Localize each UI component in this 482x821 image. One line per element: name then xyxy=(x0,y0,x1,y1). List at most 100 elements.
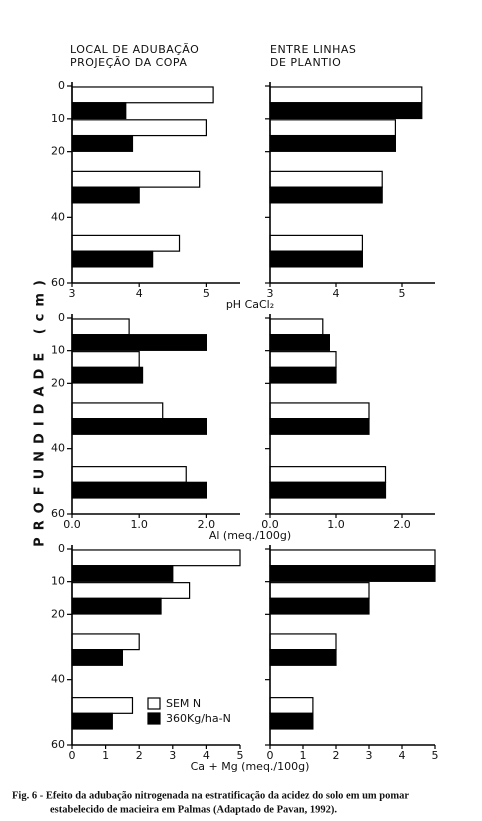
bar xyxy=(71,466,187,483)
x-tick-label: 4 xyxy=(333,287,340,300)
x-axis-label: Al (meq./100g) xyxy=(209,529,291,542)
y-axis-label: PROFUNDIDADE (cm) xyxy=(33,273,48,547)
bar xyxy=(71,170,201,188)
bar xyxy=(269,119,397,137)
x-tick-label: 5 xyxy=(432,749,439,762)
y-tick-label: 20 xyxy=(51,145,65,158)
bar xyxy=(269,334,331,351)
bar xyxy=(71,597,162,615)
x-tick-label: 5 xyxy=(237,749,244,762)
bar xyxy=(71,318,130,336)
x-tick-label: 2.0 xyxy=(198,518,216,531)
x-tick-label: 0 xyxy=(267,749,274,762)
bar xyxy=(269,402,370,420)
bar xyxy=(269,250,364,268)
y-tick-label: 20 xyxy=(51,376,65,389)
bar xyxy=(71,119,207,137)
x-tick-label: 2 xyxy=(136,749,143,762)
legend-label: SEM N xyxy=(166,697,201,710)
bar xyxy=(269,633,337,651)
y-tick-label: 20 xyxy=(51,607,65,620)
x-tick-label: 0.0 xyxy=(63,518,81,531)
y-tick-label: 10 xyxy=(51,344,65,357)
bar xyxy=(71,186,140,204)
bar xyxy=(269,86,423,104)
column-title: PROJEÇÃO DA COPA xyxy=(70,56,187,69)
column-title: LOCAL DE ADUBAÇÃO xyxy=(70,43,199,56)
bar xyxy=(71,234,181,252)
bar xyxy=(269,318,324,336)
bar xyxy=(269,234,364,252)
x-tick-label: 5 xyxy=(203,287,210,300)
x-tick-label: 4 xyxy=(399,749,406,762)
bar xyxy=(71,366,144,384)
y-tick-label: 40 xyxy=(51,442,65,455)
bar xyxy=(71,481,207,499)
bar xyxy=(71,549,241,567)
bar xyxy=(269,549,436,567)
column-title: DE PLANTIO xyxy=(270,56,341,69)
bar xyxy=(269,418,370,435)
x-tick-label: 2.0 xyxy=(393,518,411,531)
x-tick-label: 3 xyxy=(69,287,76,300)
bar xyxy=(269,649,337,666)
bar xyxy=(71,102,127,120)
x-tick-label: 0 xyxy=(69,749,76,762)
bar xyxy=(71,418,207,435)
x-axis-label: pH CaCl₂ xyxy=(226,298,274,311)
bar xyxy=(269,366,337,384)
bar xyxy=(269,582,370,599)
bar xyxy=(71,334,207,351)
x-tick-label: 4 xyxy=(203,749,210,762)
x-axis-label: Ca + Mg (meq./100g) xyxy=(191,760,310,773)
bar xyxy=(269,597,370,615)
x-tick-label: 1 xyxy=(102,749,109,762)
x-tick-label: 3 xyxy=(267,287,274,300)
legend-swatch xyxy=(147,712,161,725)
y-tick-label: 60 xyxy=(51,276,65,289)
y-tick-label: 0 xyxy=(58,311,65,324)
bar xyxy=(269,186,383,204)
bar xyxy=(71,351,140,368)
bar xyxy=(269,170,383,188)
bar xyxy=(71,582,191,599)
bar xyxy=(269,481,387,499)
bar xyxy=(71,402,164,420)
legend-swatch xyxy=(147,697,161,710)
bar xyxy=(71,697,134,714)
bar xyxy=(71,250,154,268)
y-tick-label: 0 xyxy=(58,542,65,555)
x-tick-label: 3 xyxy=(169,749,176,762)
y-tick-label: 10 xyxy=(51,575,65,588)
x-tick-label: 4 xyxy=(136,287,143,300)
bar xyxy=(71,633,140,651)
bar xyxy=(269,565,436,582)
bar xyxy=(269,102,423,120)
x-tick-label: 2 xyxy=(333,749,340,762)
x-tick-label: 5 xyxy=(399,287,406,300)
x-tick-label: 0.0 xyxy=(261,518,279,531)
bar xyxy=(269,697,314,714)
x-tick-label: 1 xyxy=(300,749,307,762)
y-tick-label: 0 xyxy=(58,79,65,92)
bar xyxy=(71,712,113,730)
bar xyxy=(71,649,124,666)
bar xyxy=(71,86,214,104)
caption: Fig. 6 - Efeito da adubação nitrogenada … xyxy=(12,790,409,801)
x-tick-label: 3 xyxy=(366,749,373,762)
bar xyxy=(269,466,387,483)
y-tick-label: 60 xyxy=(51,507,65,520)
bar xyxy=(71,134,134,152)
bar xyxy=(269,134,397,152)
column-title: ENTRE LINHAS xyxy=(270,43,356,56)
y-tick-label: 40 xyxy=(51,210,65,223)
legend-label: 360Kg/ha-N xyxy=(166,712,231,725)
y-tick-label: 10 xyxy=(51,112,65,125)
y-tick-label: 60 xyxy=(51,738,65,751)
x-tick-label: 1.0 xyxy=(327,518,345,531)
bar xyxy=(269,351,337,368)
bar xyxy=(269,712,314,730)
caption: estabelecido de macieira em Palmas (Adap… xyxy=(50,804,337,815)
x-tick-label: 1.0 xyxy=(130,518,148,531)
